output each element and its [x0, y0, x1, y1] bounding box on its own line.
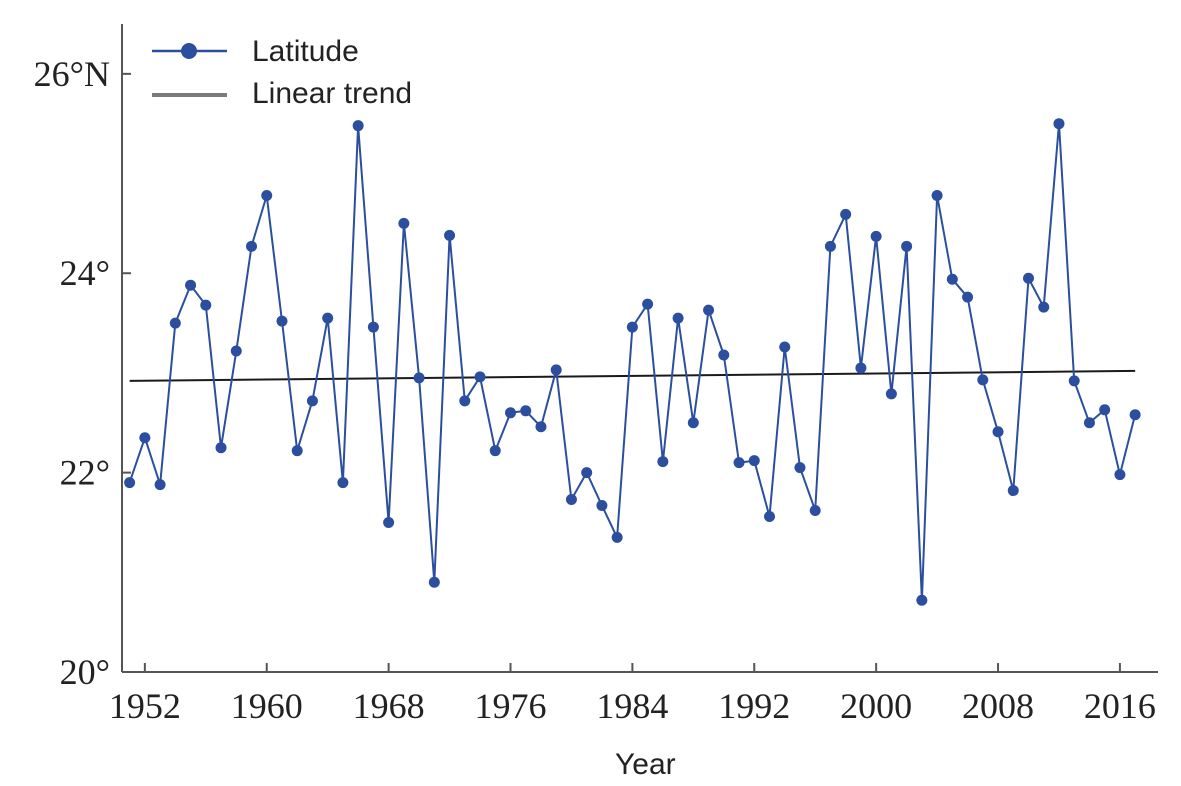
axes	[121, 24, 1158, 673]
x-tick-label: 1960	[231, 686, 303, 726]
latitude-point	[1083, 417, 1095, 429]
latitude-point	[246, 240, 257, 252]
latitude-point	[200, 299, 212, 311]
latitude-point	[946, 273, 958, 285]
y-tick-label: 20°	[60, 652, 110, 692]
latitude-point	[383, 516, 395, 528]
latitude-point	[626, 321, 638, 333]
latitude-point	[718, 349, 730, 361]
latitude-point	[185, 279, 197, 291]
x-tick-label: 1976	[475, 686, 547, 726]
latitude-point	[1068, 375, 1080, 387]
latitude-point	[733, 457, 745, 469]
latitude-point	[413, 372, 425, 384]
latitude-point	[154, 479, 166, 491]
trend-line	[129, 369, 1136, 382]
legend-latitude-marker	[181, 43, 197, 59]
latitude-point	[1023, 272, 1034, 284]
legend: Latitude Linear trend	[152, 35, 412, 110]
y-tick-label: 26°N	[34, 54, 110, 94]
x-tick-label: 2016	[1084, 686, 1156, 726]
x-tick-label: 1992	[718, 686, 790, 726]
latitude-point	[794, 462, 806, 474]
legend-latitude-label: Latitude	[252, 35, 359, 68]
latitude-point	[703, 304, 715, 316]
latitude-point	[901, 240, 913, 252]
latitude-point	[520, 405, 532, 417]
latitude-point	[885, 388, 897, 400]
latitude-point	[1099, 404, 1111, 416]
latitude-point	[642, 298, 654, 310]
latitude-point	[428, 576, 440, 588]
latitude-point	[1053, 118, 1065, 130]
latitude-point	[444, 229, 456, 241]
latitude-point	[764, 510, 775, 522]
latitude-point	[489, 445, 501, 457]
latitude-point	[1129, 409, 1141, 421]
latitude-point	[276, 315, 288, 327]
latitude-point	[870, 230, 882, 242]
latitude-line	[128, 122, 1137, 602]
latitude-point	[565, 494, 577, 506]
latitude-point	[1038, 301, 1050, 313]
latitude-point	[962, 291, 974, 303]
x-tick-label: 2008	[962, 686, 1034, 726]
latitude-point	[230, 345, 242, 357]
latitude-point	[459, 395, 471, 407]
latitude-point	[779, 341, 791, 353]
latitude-point	[824, 240, 836, 252]
latitude-point	[931, 189, 943, 201]
latitude-point	[550, 364, 562, 376]
latitude-point	[124, 477, 136, 489]
latitude-point	[1007, 485, 1019, 497]
latitude-point	[916, 594, 928, 606]
latitude-point	[352, 120, 364, 132]
latitude-point	[611, 531, 623, 543]
latitude-point	[169, 317, 181, 329]
latitude-point	[367, 321, 379, 333]
x-tick-label: 1984	[596, 686, 668, 726]
latitude-point	[809, 504, 821, 516]
y-tick-label: 24°	[60, 253, 110, 293]
latitude-point	[474, 371, 486, 383]
x-tick-label: 1952	[109, 686, 181, 726]
latitude-point	[139, 432, 151, 444]
trend-layer	[129, 369, 1136, 382]
latitude-point	[840, 208, 852, 220]
y-ticks: 20° 22° 24° 26°N	[34, 54, 131, 692]
x-ticks: 1952 1960 1968 1976 1984 1992 2000 2008 2016	[109, 663, 1156, 726]
latitude-point	[337, 477, 349, 489]
latitude-point	[306, 395, 318, 407]
latitude-point	[1114, 469, 1126, 481]
latitude-point	[505, 407, 516, 419]
latitude-point	[672, 312, 684, 324]
latitude-point	[687, 417, 699, 429]
latitude-point	[398, 217, 410, 229]
latitude-point	[977, 374, 989, 386]
latitude-point	[215, 442, 227, 454]
latitude-point	[581, 467, 593, 479]
latitude-point	[748, 455, 760, 467]
x-tick-label: 2000	[840, 686, 912, 726]
latitude-point	[322, 312, 334, 324]
latitude-point	[291, 445, 303, 457]
latitude-point	[992, 426, 1004, 438]
legend-trend-label: Linear trend	[252, 77, 412, 110]
y-tick-label: 22°	[60, 453, 110, 493]
latitude-point	[261, 189, 273, 201]
latitude-point	[657, 456, 669, 468]
latitude-point	[596, 500, 608, 512]
latitude-point	[535, 421, 547, 433]
x-axis-title: Year	[615, 748, 676, 781]
latitude-point	[855, 362, 867, 374]
x-tick-label: 1968	[353, 686, 425, 726]
latitude-series	[124, 118, 1141, 606]
